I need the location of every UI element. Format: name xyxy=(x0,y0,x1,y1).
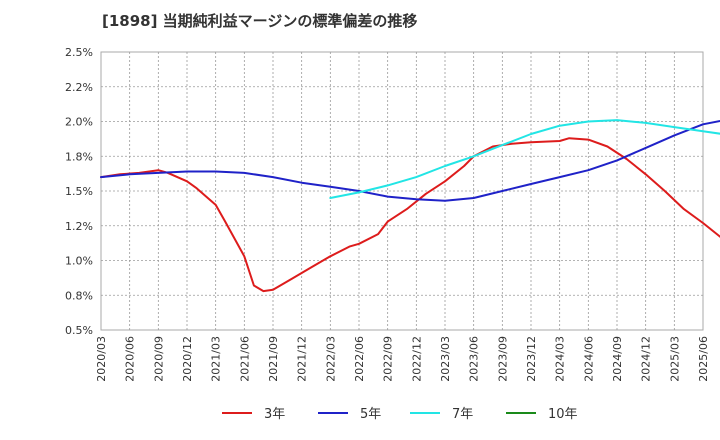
x-tick-label: 2021/12 xyxy=(296,336,309,382)
y-tick-label: 1.2% xyxy=(65,220,93,233)
x-tick-label: 2023/12 xyxy=(525,336,538,382)
series-line-5年 xyxy=(100,119,720,202)
x-tick-label: 2024/06 xyxy=(582,336,595,382)
x-tick-label: 2022/12 xyxy=(410,336,423,382)
legend-label-3年: 3年 xyxy=(264,407,285,422)
x-tick-label: 2025/03 xyxy=(668,336,681,382)
series-line-7年 xyxy=(329,119,720,199)
legend-label-10年: 10年 xyxy=(548,407,578,422)
x-tick-label: 2020/06 xyxy=(124,336,137,382)
y-tick-label: 0.5% xyxy=(65,324,93,337)
x-tick-label: 2022/09 xyxy=(382,336,395,382)
legend-label-5年: 5年 xyxy=(360,407,381,422)
x-tick-label: 2023/09 xyxy=(496,336,509,382)
x-tick-label: 2023/03 xyxy=(439,336,452,382)
x-tick-label: 2024/09 xyxy=(611,336,624,382)
x-tick-label: 2024/03 xyxy=(554,336,567,382)
x-tick-label: 2021/09 xyxy=(267,336,280,382)
x-tick-label: 2020/03 xyxy=(95,336,108,382)
x-tick-label: 2020/12 xyxy=(181,336,194,382)
y-tick-label: 2.0% xyxy=(65,116,93,129)
x-tick-label: 2023/06 xyxy=(468,336,481,382)
legend-label-7年: 7年 xyxy=(452,407,473,422)
chart-title: [1898] 当期純利益マージンの標準偏差の推移 xyxy=(102,12,418,30)
x-tick-label: 2022/03 xyxy=(324,336,337,382)
y-tick-label: 1.5% xyxy=(65,185,93,198)
y-tick-label: 1.0% xyxy=(65,255,93,268)
x-tick-label: 2024/12 xyxy=(640,336,653,382)
x-tick-label: 2025/06 xyxy=(697,336,710,382)
y-tick-label: 1.8% xyxy=(65,150,93,163)
x-tick-label: 2020/09 xyxy=(152,336,165,382)
y-tick-label: 0.8% xyxy=(65,289,93,302)
x-tick-label: 2022/06 xyxy=(353,336,366,382)
y-tick-label: 2.2% xyxy=(65,81,93,94)
x-tick-label: 2021/06 xyxy=(238,336,251,382)
x-tick-label: 2021/03 xyxy=(210,336,223,382)
y-tick-label: 2.5% xyxy=(65,46,93,59)
series-line-3年 xyxy=(100,137,720,293)
